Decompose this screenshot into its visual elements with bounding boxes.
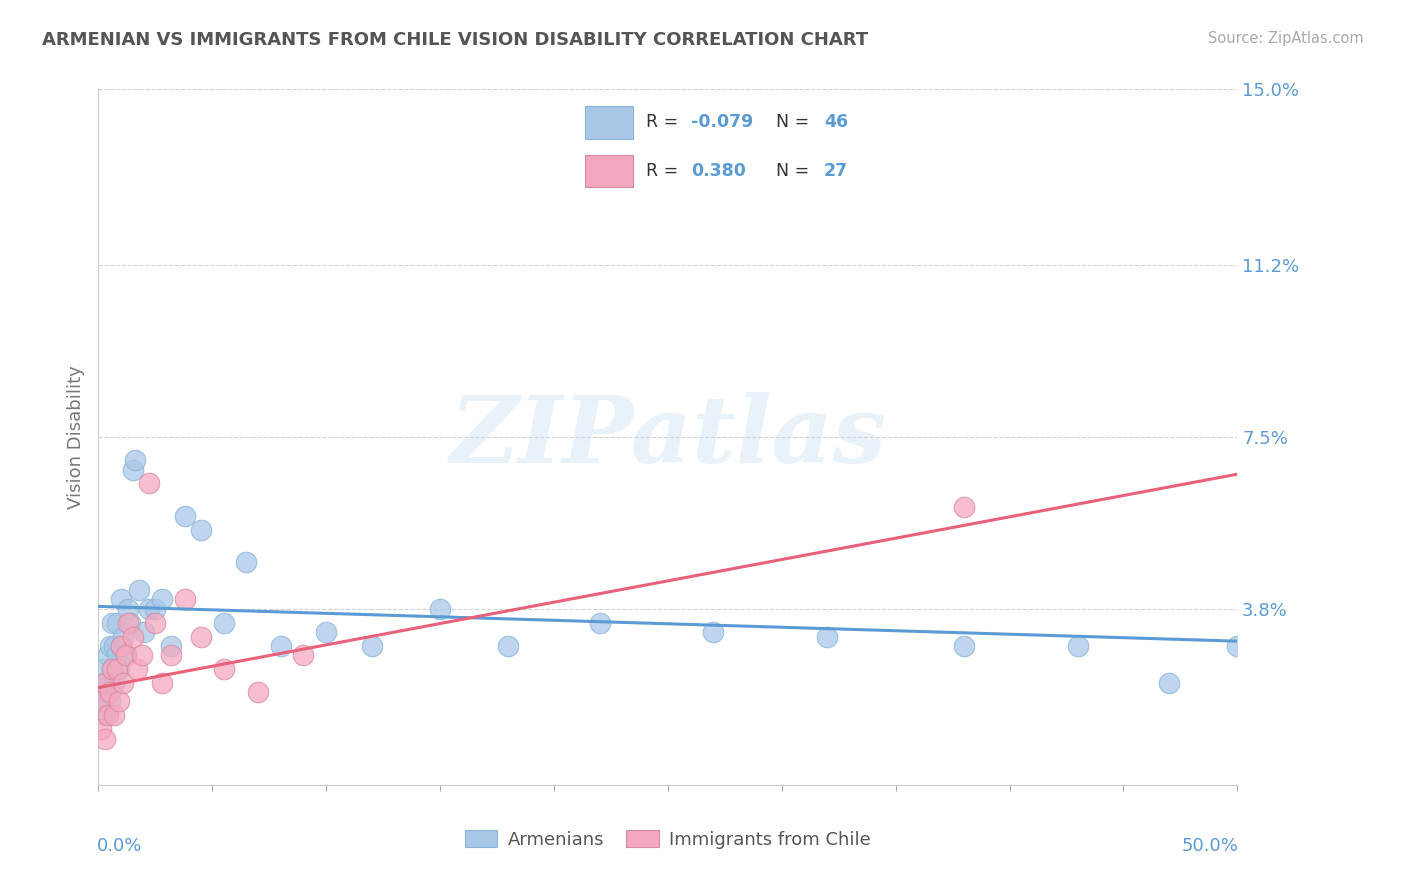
Point [315, 624, 337, 639]
Point [98, 639, 121, 653]
Point [91, 662, 114, 676]
Point [90, 694, 112, 708]
Point [132, 624, 155, 639]
Point [108, 694, 131, 708]
Point [114, 648, 136, 662]
Point [112, 630, 135, 644]
Point [94, 676, 117, 690]
Point [91, 685, 114, 699]
Point [121, 462, 143, 476]
Point [1157, 676, 1180, 690]
Point [246, 685, 269, 699]
Point [117, 601, 139, 615]
Point [360, 639, 382, 653]
Point [110, 639, 132, 653]
Point [94, 708, 117, 723]
Point [98, 694, 121, 708]
Point [91, 694, 114, 708]
Point [1226, 639, 1249, 653]
Text: Source: ZipAtlas.com: Source: ZipAtlas.com [1208, 31, 1364, 46]
Point [103, 708, 125, 723]
Point [212, 662, 235, 676]
Point [150, 592, 173, 607]
Point [112, 676, 135, 690]
Point [190, 630, 212, 644]
Point [101, 662, 124, 676]
Point [235, 555, 257, 569]
Point [160, 648, 183, 662]
Point [145, 615, 167, 630]
Point [138, 476, 160, 491]
Point [103, 639, 125, 653]
Point [131, 648, 153, 662]
Point [953, 639, 976, 653]
Point [98, 685, 121, 699]
Text: 50.0%: 50.0% [1181, 837, 1239, 855]
Point [429, 601, 451, 615]
Point [114, 648, 136, 662]
Point [145, 601, 167, 615]
Point [150, 676, 173, 690]
Text: 0.0%: 0.0% [97, 837, 142, 855]
Text: ZIPatlas: ZIPatlas [450, 392, 886, 482]
Point [815, 630, 838, 644]
Y-axis label: Vision Disability: Vision Disability [66, 365, 84, 509]
Point [108, 662, 131, 676]
Point [94, 676, 117, 690]
Point [124, 453, 146, 467]
Point [270, 639, 292, 653]
Point [127, 662, 149, 676]
Point [101, 662, 124, 676]
Point [103, 676, 125, 690]
Point [702, 624, 724, 639]
Point [105, 662, 128, 676]
Point [128, 583, 150, 598]
Point [212, 615, 235, 630]
Point [138, 601, 160, 615]
Point [174, 508, 197, 523]
Point [105, 648, 128, 662]
Point [94, 731, 117, 746]
Point [110, 639, 132, 653]
Point [190, 523, 212, 537]
Text: ARMENIAN VS IMMIGRANTS FROM CHILE VISION DISABILITY CORRELATION CHART: ARMENIAN VS IMMIGRANTS FROM CHILE VISION… [42, 31, 869, 49]
Point [1067, 639, 1090, 653]
Point [292, 648, 315, 662]
Point [96, 685, 118, 699]
Point [160, 639, 183, 653]
Point [96, 708, 118, 723]
Point [498, 639, 520, 653]
Point [953, 500, 976, 514]
Point [101, 615, 124, 630]
Point [588, 615, 610, 630]
Legend: Armenians, Immigrants from Chile: Armenians, Immigrants from Chile [457, 823, 879, 856]
Point [110, 592, 132, 607]
Point [117, 615, 139, 630]
Point [121, 630, 143, 644]
Point [120, 615, 142, 630]
Point [90, 723, 112, 737]
Point [96, 648, 118, 662]
Point [174, 592, 197, 607]
Point [105, 615, 128, 630]
